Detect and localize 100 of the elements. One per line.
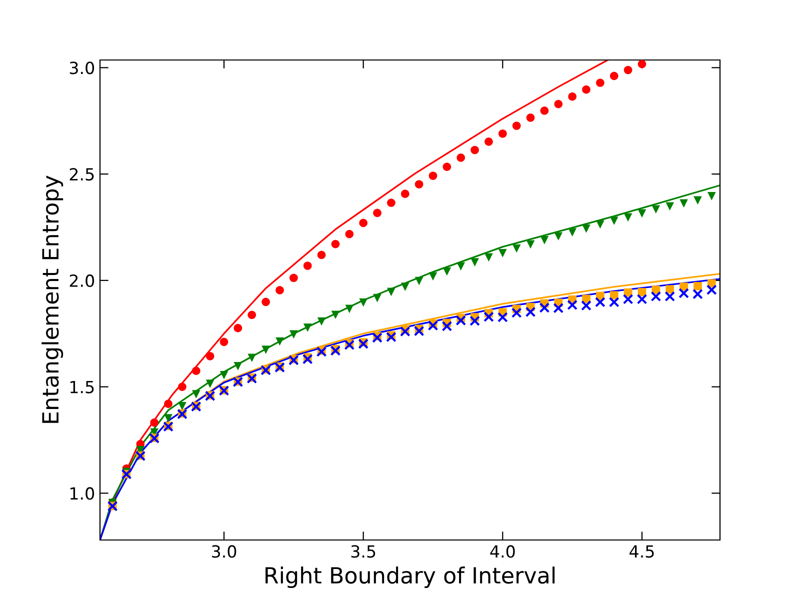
point	[456, 262, 466, 271]
point	[470, 146, 479, 154]
point	[164, 414, 172, 422]
point	[456, 153, 466, 162]
point	[511, 308, 522, 318]
point	[414, 276, 424, 286]
point	[512, 122, 521, 130]
point	[456, 315, 466, 326]
point	[164, 400, 172, 408]
point	[596, 220, 604, 229]
point	[664, 291, 676, 302]
x-tick-label: 4.5	[630, 545, 654, 558]
point	[650, 291, 662, 302]
point	[373, 294, 382, 302]
x-tick-label: 3.5	[351, 545, 376, 558]
y-tick-label: 1.0	[70, 487, 94, 500]
point	[694, 196, 702, 205]
point	[470, 258, 479, 267]
point	[262, 298, 270, 306]
point	[345, 304, 354, 314]
point	[178, 402, 186, 410]
point	[234, 362, 242, 370]
point	[344, 340, 355, 350]
point	[303, 262, 312, 270]
point	[331, 240, 340, 248]
point	[680, 199, 688, 208]
point	[442, 320, 452, 332]
point	[582, 85, 590, 94]
point	[610, 72, 618, 80]
point	[192, 390, 200, 398]
point	[568, 228, 576, 237]
point	[330, 345, 341, 356]
point	[596, 78, 604, 87]
x-axis-title: Right Boundary of Interval	[266, 566, 555, 588]
point	[345, 230, 354, 238]
point	[372, 332, 382, 343]
point	[331, 310, 340, 320]
point	[317, 250, 326, 260]
x-tick-label: 3.0	[212, 545, 236, 558]
point	[484, 138, 493, 146]
y-tick-label: 1.5	[70, 380, 94, 394]
point	[498, 129, 507, 138]
point	[262, 346, 270, 354]
point	[692, 288, 703, 300]
point	[206, 380, 214, 388]
y-tick-label: 2.5	[70, 168, 94, 181]
point	[428, 172, 438, 180]
point	[442, 267, 452, 276]
point	[220, 370, 228, 380]
point	[610, 216, 618, 226]
point	[636, 294, 648, 304]
point	[470, 316, 480, 326]
point	[666, 202, 674, 211]
y-tick-label: 2.0	[70, 274, 94, 287]
point	[484, 312, 494, 322]
point	[624, 66, 632, 74]
point	[386, 332, 396, 342]
point	[608, 296, 620, 308]
point	[581, 300, 592, 311]
point	[414, 180, 424, 188]
y-tick-label: 3.0	[70, 62, 94, 74]
point	[248, 354, 256, 362]
point	[289, 274, 298, 282]
point	[150, 418, 159, 427]
point	[303, 323, 312, 332]
point	[234, 324, 242, 332]
point	[666, 285, 674, 294]
point	[276, 286, 284, 294]
point	[178, 382, 186, 391]
point	[442, 162, 452, 171]
point	[638, 209, 646, 218]
point	[414, 326, 424, 336]
point	[484, 253, 493, 262]
point	[497, 312, 508, 322]
point	[359, 298, 368, 307]
point	[567, 300, 578, 310]
point	[512, 244, 521, 253]
point	[428, 272, 438, 281]
point	[359, 218, 368, 228]
point	[694, 282, 702, 290]
point	[428, 320, 438, 331]
point	[582, 224, 590, 233]
point	[400, 282, 410, 291]
point	[220, 338, 228, 346]
point	[594, 296, 606, 308]
point	[554, 100, 563, 108]
point	[707, 192, 716, 200]
point	[387, 198, 396, 207]
point	[373, 208, 382, 218]
point	[358, 338, 369, 350]
point	[498, 249, 507, 258]
y-axis-title: Entanglement Entropy	[42, 176, 64, 423]
point	[554, 232, 563, 241]
point	[540, 236, 549, 244]
point	[539, 302, 550, 313]
point	[706, 284, 717, 295]
point	[400, 190, 410, 198]
point	[317, 317, 326, 326]
point	[526, 240, 535, 249]
point	[192, 366, 200, 376]
